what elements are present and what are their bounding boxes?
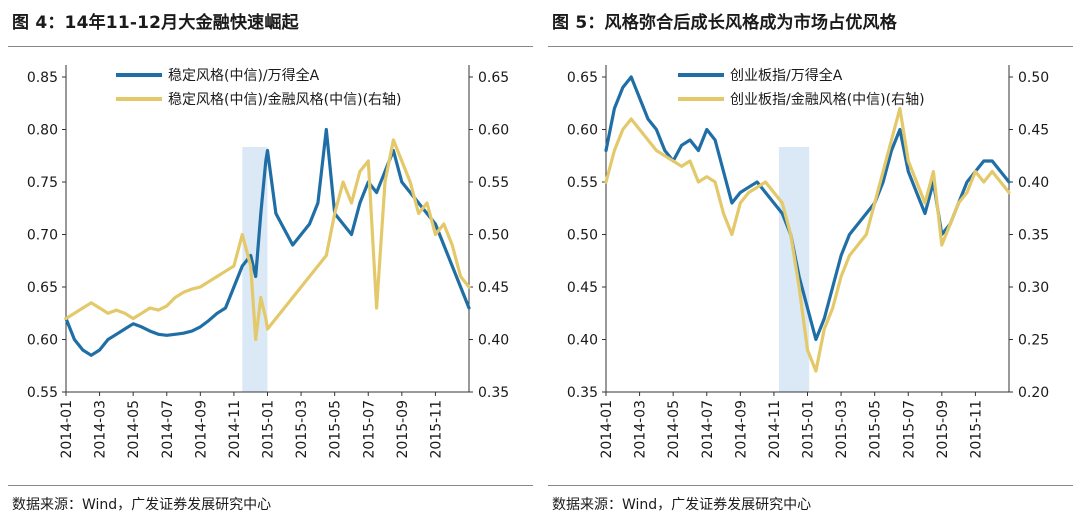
y-left-tick-label: 0.70 xyxy=(27,228,58,244)
highlight-band xyxy=(778,147,810,392)
title-divider xyxy=(8,46,533,47)
x-tick-label: 2015-11 xyxy=(428,400,444,459)
source-divider xyxy=(8,485,533,486)
x-tick-label: 2014-03 xyxy=(633,400,649,459)
x-tick-label: 2015-09 xyxy=(935,400,951,459)
y-left-tick-label: 0.60 xyxy=(567,123,598,139)
y-left-tick-label: 0.60 xyxy=(27,333,58,349)
y-left-tick-label: 0.50 xyxy=(567,228,598,244)
y-right-tick-label: 0.55 xyxy=(478,175,509,191)
legend-label: 稳定风格(中信)/万得全A xyxy=(168,67,320,84)
y-right-tick-label: 0.30 xyxy=(1018,280,1049,296)
x-tick-label: 2015-07 xyxy=(361,400,377,459)
x-tick-label: 2015-03 xyxy=(834,400,850,459)
x-tick-label: 2014-11 xyxy=(227,400,243,459)
y-left-tick-label: 0.55 xyxy=(27,385,58,401)
y-right-tick-label: 0.65 xyxy=(478,70,509,86)
y-left-tick-label: 0.45 xyxy=(567,280,598,296)
source-note: 数据来源：Wind，广发证券发展研究中心 xyxy=(12,497,272,513)
x-tick-label: 2015-09 xyxy=(395,400,411,459)
y-right-tick-label: 0.25 xyxy=(1018,333,1049,349)
source-note: 数据来源：Wind，广发证券发展研究中心 xyxy=(552,497,812,513)
legend-label: 稳定风格(中信)/金融风格(中信)(右轴) xyxy=(168,92,402,108)
x-tick-label: 2015-01 xyxy=(801,400,817,459)
x-tick-label: 2014-05 xyxy=(666,400,682,459)
y-right-tick-label: 0.20 xyxy=(1018,385,1049,401)
y-right-tick-label: 0.40 xyxy=(1018,175,1049,191)
x-tick-label: 2015-05 xyxy=(868,400,884,459)
x-tick-label: 2014-11 xyxy=(767,400,783,459)
y-left-tick-label: 0.65 xyxy=(567,70,598,86)
x-tick-label: 2014-07 xyxy=(700,400,716,459)
figure-title: 图 4：14年11-12月大金融快速崛起 xyxy=(12,13,299,33)
figure-5-panel: 图 5：风格弥合后成长风格成为市场占优风格 0.35 0.40 0.45 0.50 0.… xyxy=(548,0,1078,522)
y-left-tick-label: 0.75 xyxy=(27,175,58,191)
y-right-tick-label: 0.40 xyxy=(478,333,509,349)
x-tick-label: 2015-03 xyxy=(294,400,310,459)
series-line-right-axis xyxy=(64,138,471,342)
x-tick-label: 2014-05 xyxy=(126,400,142,459)
y-right-tick-label: 0.45 xyxy=(1018,123,1049,139)
y-right-tick-label: 0.50 xyxy=(478,228,509,244)
y-left-tick-label: 0.65 xyxy=(27,280,58,296)
x-tick-label: 2015-07 xyxy=(901,400,917,459)
source-divider xyxy=(548,485,1073,486)
series-line-right-axis xyxy=(604,106,1011,373)
x-tick-label: 2014-01 xyxy=(59,400,75,459)
chart-figure-4: 0.55 0.60 0.65 0.70 0.75 0.80 0.85 0.35 0.40 0.45… xyxy=(27,65,509,459)
x-tick-label: 2014-03 xyxy=(93,400,109,459)
y-right-tick-label: 0.35 xyxy=(1018,228,1049,244)
x-tick-label: 2015-01 xyxy=(261,400,277,459)
y-right-tick-label: 0.45 xyxy=(478,280,509,296)
y-right-tick-label: 0.50 xyxy=(1018,70,1049,86)
x-tick-label: 2015-05 xyxy=(328,400,344,459)
x-tick-label: 2014-09 xyxy=(733,400,749,459)
x-tick-label: 2015-11 xyxy=(968,400,984,459)
figure-4-panel: 图 4：14年11-12月大金融快速崛起 0.55 0.60 0.65 0.70 0.7… xyxy=(8,0,538,522)
y-right-tick-label: 0.35 xyxy=(478,385,509,401)
y-left-tick-label: 0.80 xyxy=(27,123,58,139)
x-tick-label: 2014-07 xyxy=(160,400,176,459)
y-left-tick-label: 0.55 xyxy=(567,175,598,191)
x-tick-label: 2014-01 xyxy=(599,400,615,459)
legend-label: 创业板指/万得全A xyxy=(730,67,843,84)
title-divider xyxy=(548,46,1073,47)
x-tick-label: 2014-09 xyxy=(193,400,209,459)
chart-figure-5: 0.35 0.40 0.45 0.50 0.55 0.60 0.65 0.20 0.25 0.30… xyxy=(567,65,1049,459)
y-left-tick-label: 0.35 xyxy=(567,385,598,401)
series-line-left-axis xyxy=(64,127,471,357)
y-left-tick-label: 0.85 xyxy=(27,70,58,86)
y-left-tick-label: 0.40 xyxy=(567,333,598,349)
figure-title: 图 5：风格弥合后成长风格成为市场占优风格 xyxy=(552,13,897,33)
legend-label: 创业板指/金融风格(中信)(右轴) xyxy=(730,92,925,108)
y-right-tick-label: 0.60 xyxy=(478,123,509,139)
